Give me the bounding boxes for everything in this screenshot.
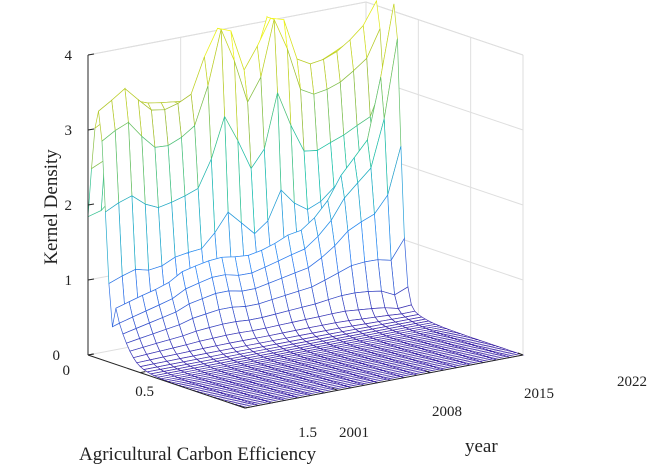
grid-line: [87, 1, 524, 56]
year-tick-label: 2008: [432, 404, 462, 420]
x-tick-label: 0.5: [135, 384, 154, 400]
x-tick-mark: [140, 371, 146, 374]
surface-mesh: [87, 0, 525, 409]
year-tick-mark: [425, 370, 431, 374]
year-axis-line: [244, 354, 524, 409]
z-tick-mark: [87, 203, 95, 206]
axes: [87, 53, 524, 409]
z-tick-label: 4: [65, 48, 73, 64]
x-tick-label: 0: [63, 363, 71, 379]
x-axis-label: Agricultural Carbon Efficiency: [79, 444, 317, 465]
year-axis-label: year: [465, 436, 498, 457]
x-axis-line: [87, 354, 246, 409]
z-tick-mark: [87, 278, 95, 281]
x-tick-mark: [87, 353, 94, 356]
x-tick-label: 1.5: [298, 425, 317, 441]
year-tick-mark: [517, 352, 524, 356]
year-tick-label: 2015: [524, 386, 554, 402]
z-tick-mark: [87, 128, 95, 131]
year-tick-mark: [239, 405, 246, 409]
year-tick-mark: [332, 387, 338, 391]
z-tick-label: 0: [53, 348, 61, 364]
z-tick-label: 3: [65, 123, 73, 139]
year-tick-label: 2001: [339, 425, 369, 441]
z-tick-label: 2: [65, 198, 73, 214]
year-tick-label: 2022: [617, 374, 647, 390]
z-axis-label: Kernel Density: [41, 149, 62, 265]
z-tick-label: 1: [65, 273, 73, 289]
z-tick-mark: [87, 53, 95, 56]
